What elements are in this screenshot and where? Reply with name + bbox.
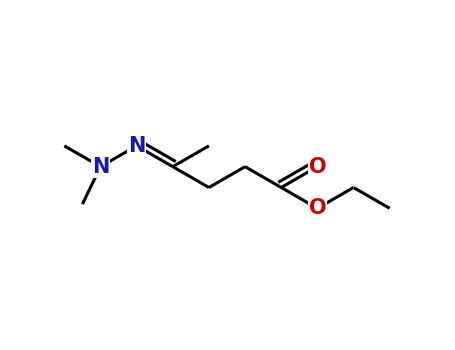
Text: O: O — [308, 198, 326, 218]
Text: O: O — [308, 157, 326, 177]
Text: N: N — [128, 136, 145, 156]
Text: N: N — [92, 157, 109, 177]
